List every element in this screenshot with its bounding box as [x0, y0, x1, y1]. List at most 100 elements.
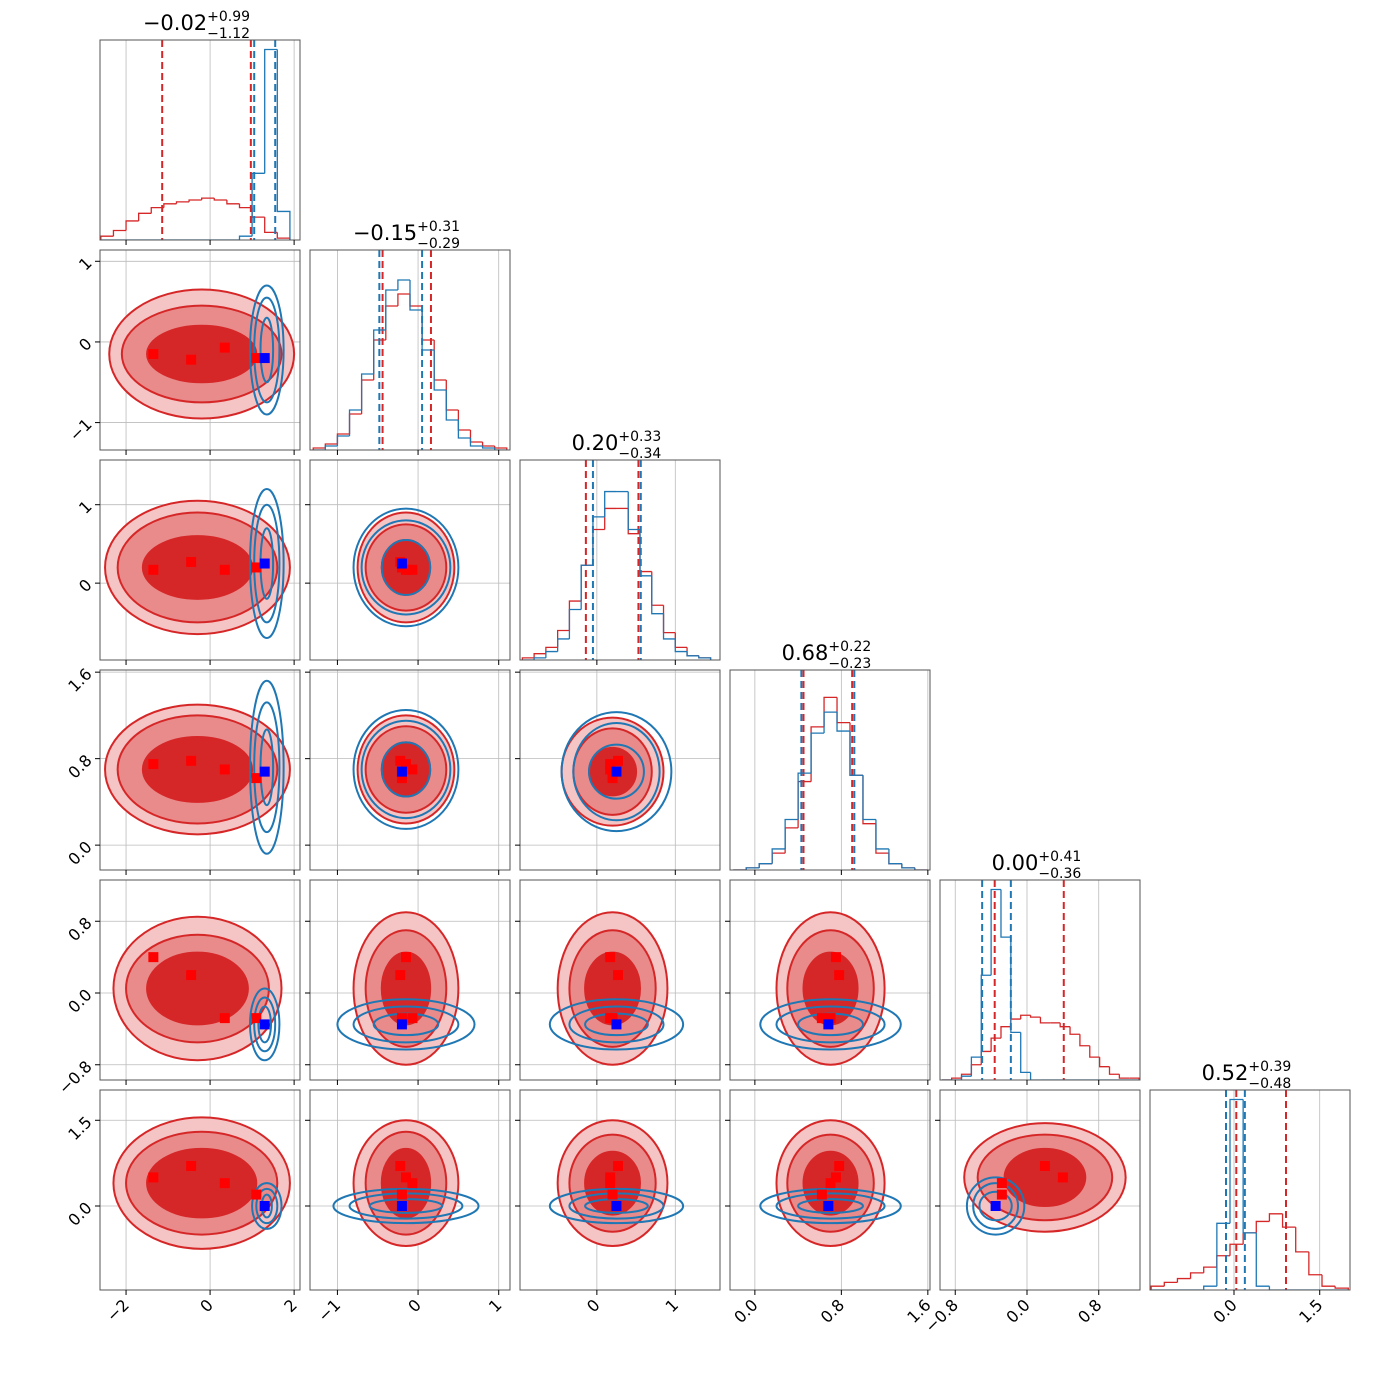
- hist-step: [797, 772, 812, 820]
- hist-step: [745, 867, 760, 870]
- hist-step: [276, 49, 291, 240]
- hist-step: [312, 447, 326, 450]
- blue-point: [396, 1019, 407, 1030]
- red-point: [251, 1189, 262, 1200]
- title-plus: +0.99: [207, 9, 250, 25]
- x-tick-label: 0.0: [730, 1295, 761, 1326]
- panel-frame: [309, 459, 511, 661]
- hist-step: [1268, 1213, 1283, 1222]
- blue-point: [396, 558, 407, 569]
- red-contour: [146, 1147, 258, 1219]
- blue-contour: [249, 284, 285, 416]
- blue-contour: [352, 708, 460, 830]
- panel: [310, 880, 510, 1080]
- title-minus: −0.29: [417, 236, 460, 252]
- panel-frame: [99, 459, 301, 661]
- hist-step: [758, 863, 773, 868]
- red-point: [407, 1178, 418, 1189]
- blue-contour: [775, 1005, 886, 1044]
- hist-step: [1020, 1014, 1031, 1020]
- hist-step: [1163, 1281, 1178, 1287]
- blue-contour: [759, 998, 902, 1051]
- blue-contour: [249, 987, 281, 1062]
- blue-contour: [965, 1176, 1026, 1236]
- blue-point: [611, 1201, 622, 1211]
- red-point: [400, 759, 411, 770]
- hist-step: [1229, 1243, 1244, 1256]
- hist-step: [264, 217, 278, 234]
- hist-step: [494, 448, 507, 450]
- blue-contour: [360, 719, 452, 820]
- hist-step: [797, 780, 812, 828]
- hist-step: [1059, 1022, 1071, 1028]
- blue-point: [259, 353, 270, 364]
- hist-step: [970, 1064, 982, 1075]
- y-tick-label: 1: [75, 497, 96, 518]
- y-tick-label: 0.0: [64, 837, 95, 868]
- red-point: [605, 952, 616, 963]
- hist-step: [604, 490, 617, 517]
- red-point: [251, 562, 262, 573]
- hist-step: [862, 775, 876, 825]
- panel-frame: [939, 1089, 1141, 1291]
- hist-step: [784, 818, 799, 849]
- blue-point: [823, 1019, 834, 1030]
- hist-step: [457, 420, 471, 439]
- hist-step: [1000, 1026, 1011, 1039]
- red-point: [996, 1178, 1007, 1189]
- hist-step: [1203, 1285, 1217, 1290]
- x-tick-label: 0.8: [1074, 1295, 1105, 1326]
- hist-step: [674, 638, 688, 653]
- panel-frame: [309, 249, 511, 451]
- red-point: [186, 354, 197, 365]
- blue-contour: [352, 1005, 460, 1044]
- hist-step: [150, 206, 164, 214]
- red-point: [1039, 1161, 1050, 1171]
- panel: [1150, 1090, 1349, 1290]
- panel-frame: [519, 459, 721, 661]
- hist-step: [990, 888, 1001, 976]
- hist-step: [556, 638, 570, 652]
- hist-step: [849, 731, 863, 776]
- hist-step: [276, 232, 291, 240]
- panel-frame: [939, 879, 1141, 1081]
- blue-contour: [249, 679, 285, 855]
- hist-step: [771, 852, 786, 864]
- hist-step: [1216, 1255, 1230, 1268]
- panel: [312, 250, 508, 450]
- y-tick-label: 1.6: [64, 664, 95, 695]
- hist-step: [662, 613, 676, 640]
- panel-title: −0.15: [353, 221, 417, 245]
- blue-contour: [797, 1198, 864, 1214]
- panel: [730, 1090, 930, 1290]
- hist-step: [1216, 1222, 1230, 1287]
- title-plus: +0.41: [1038, 849, 1081, 865]
- hist-step: [213, 198, 227, 201]
- panel: [100, 1090, 300, 1290]
- hist-step: [1334, 1286, 1349, 1290]
- hist-step: [1255, 1220, 1270, 1233]
- title-minus: −0.23: [828, 656, 871, 672]
- title-minus: −0.48: [1248, 1076, 1291, 1092]
- panel-frame: [99, 249, 301, 451]
- blue-contour: [251, 1182, 283, 1230]
- panel: [733, 670, 929, 870]
- red-point: [219, 342, 230, 353]
- hist-step: [521, 657, 535, 660]
- hist-step: [336, 435, 350, 446]
- hist-step: [545, 646, 558, 654]
- blue-contour: [253, 996, 277, 1053]
- title-median: 0.52: [1202, 1061, 1249, 1085]
- red-point: [607, 773, 618, 784]
- panel: [520, 880, 720, 1080]
- hist-step: [469, 438, 483, 447]
- hist-step: [1321, 1274, 1336, 1287]
- hist-step: [1295, 1227, 1309, 1253]
- hist-step: [433, 340, 447, 381]
- hist-step: [888, 853, 902, 865]
- hist-step: [385, 289, 398, 330]
- blue-contour: [548, 998, 685, 1051]
- red-point: [186, 970, 197, 981]
- hist-step: [545, 650, 558, 658]
- panel: [941, 880, 1140, 1080]
